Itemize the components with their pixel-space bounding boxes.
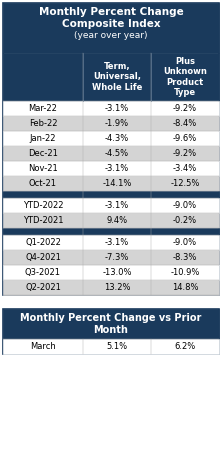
- Text: Q4-2021: Q4-2021: [25, 253, 61, 262]
- Text: -0.2%: -0.2%: [173, 216, 197, 225]
- Text: Monthly Percent Change: Monthly Percent Change: [39, 7, 183, 17]
- Text: -9.2%: -9.2%: [173, 149, 197, 158]
- Text: 6.2%: 6.2%: [174, 342, 196, 351]
- Text: Plus
Unknown
Product
Type: Plus Unknown Product Type: [163, 57, 207, 97]
- Text: Jan-22: Jan-22: [30, 134, 56, 143]
- Text: Oct-21: Oct-21: [29, 179, 57, 188]
- Text: -3.1%: -3.1%: [105, 104, 129, 113]
- Text: -4.5%: -4.5%: [105, 149, 129, 158]
- Bar: [3, 309, 219, 354]
- Bar: [3, 146, 219, 161]
- Bar: [3, 198, 219, 213]
- Text: -8.4%: -8.4%: [173, 119, 197, 128]
- Bar: [3, 3, 219, 295]
- Bar: [3, 161, 219, 176]
- Text: Q1-2022: Q1-2022: [25, 238, 61, 247]
- Text: -9.0%: -9.0%: [173, 201, 197, 210]
- Text: Composite Index: Composite Index: [62, 19, 160, 29]
- Text: -3.1%: -3.1%: [105, 238, 129, 247]
- Text: -12.5%: -12.5%: [170, 179, 200, 188]
- Text: Q2-2021: Q2-2021: [25, 283, 61, 292]
- Bar: [3, 191, 219, 198]
- Text: -9.6%: -9.6%: [173, 134, 197, 143]
- Bar: [3, 176, 219, 191]
- Bar: [3, 53, 219, 101]
- Text: YTD-2021: YTD-2021: [23, 216, 63, 225]
- Text: -14.1%: -14.1%: [102, 179, 132, 188]
- Text: 14.8%: 14.8%: [172, 283, 198, 292]
- Bar: [3, 228, 219, 235]
- Text: March: March: [30, 342, 56, 351]
- Text: (year over year): (year over year): [74, 31, 148, 40]
- Text: Term,
Universal,
Whole Life: Term, Universal, Whole Life: [92, 62, 142, 92]
- Text: Mar-22: Mar-22: [28, 104, 57, 113]
- Bar: [3, 116, 219, 131]
- Bar: [3, 235, 219, 250]
- Text: -13.0%: -13.0%: [102, 268, 132, 277]
- Bar: [3, 309, 219, 339]
- Bar: [3, 250, 219, 265]
- Text: -4.3%: -4.3%: [105, 134, 129, 143]
- Text: 13.2%: 13.2%: [104, 283, 130, 292]
- Text: Monthly Percent Change vs Prior
Month: Monthly Percent Change vs Prior Month: [20, 313, 202, 335]
- Bar: [3, 131, 219, 146]
- Text: -8.3%: -8.3%: [173, 253, 197, 262]
- Bar: [3, 3, 219, 53]
- Text: Dec-21: Dec-21: [28, 149, 58, 158]
- Bar: [3, 101, 219, 116]
- Text: -7.3%: -7.3%: [105, 253, 129, 262]
- Text: -3.1%: -3.1%: [105, 164, 129, 173]
- Text: Feb-22: Feb-22: [29, 119, 57, 128]
- Text: -9.2%: -9.2%: [173, 104, 197, 113]
- Bar: [3, 213, 219, 228]
- Text: -1.9%: -1.9%: [105, 119, 129, 128]
- Bar: [3, 280, 219, 295]
- Text: 9.4%: 9.4%: [106, 216, 127, 225]
- Text: -10.9%: -10.9%: [170, 268, 200, 277]
- Text: Nov-21: Nov-21: [28, 164, 58, 173]
- Bar: [3, 339, 219, 354]
- Text: -3.1%: -3.1%: [105, 201, 129, 210]
- Text: -3.4%: -3.4%: [173, 164, 197, 173]
- Text: 5.1%: 5.1%: [106, 342, 127, 351]
- Bar: [3, 265, 219, 280]
- Text: -9.0%: -9.0%: [173, 238, 197, 247]
- Text: YTD-2022: YTD-2022: [23, 201, 63, 210]
- Text: Q3-2021: Q3-2021: [25, 268, 61, 277]
